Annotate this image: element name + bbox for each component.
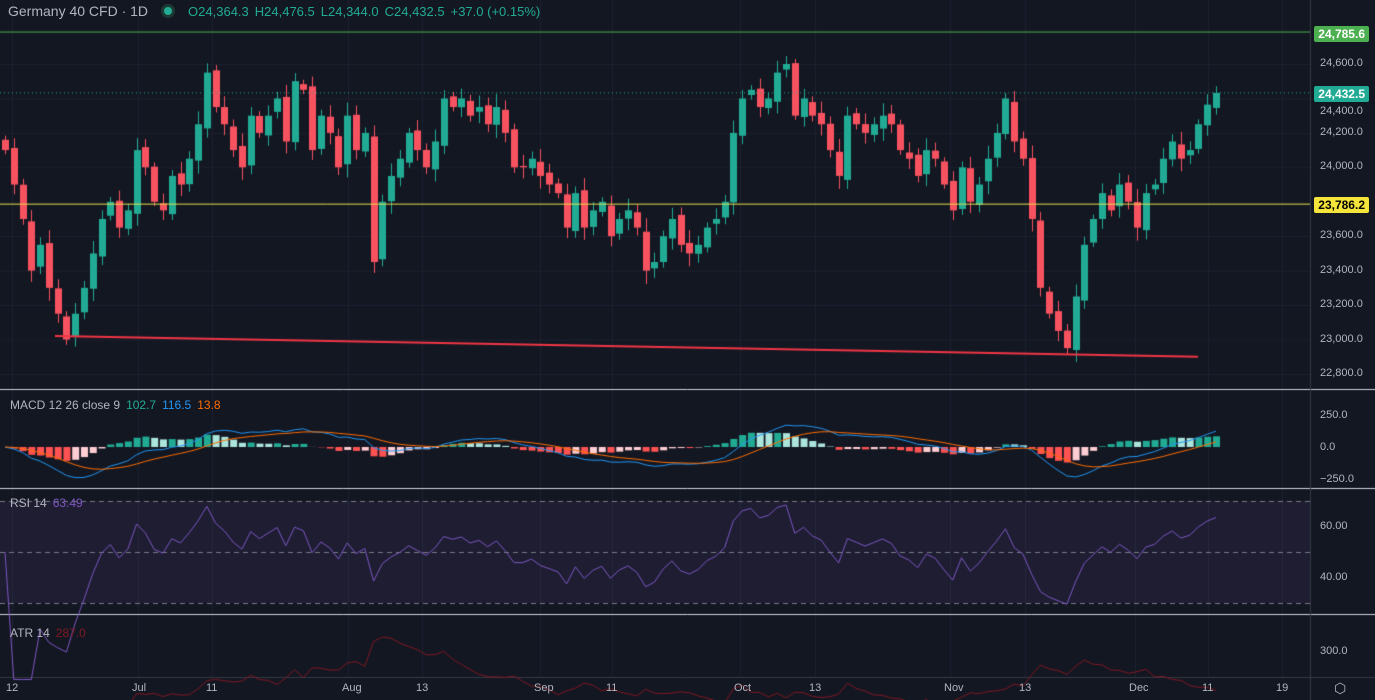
ohlc-low: L24,344.0 <box>320 3 379 19</box>
macd-hist-value: 102.7 <box>126 398 157 412</box>
atr-label: ATR 14 <box>10 626 50 640</box>
time-axis-label: Sep <box>534 682 554 694</box>
atr-value: 287.0 <box>55 626 86 640</box>
time-axis-label: 11 <box>206 682 218 694</box>
time-axis-label: 12 <box>6 682 19 694</box>
last-price-tag: 24,432.5 <box>1314 86 1369 102</box>
macd-label: MACD 12 26 close 9 <box>10 398 121 412</box>
time-axis-label: 13 <box>809 682 822 694</box>
settings-gear-icon[interactable]: ⬡ <box>1334 680 1347 696</box>
rsi-label: RSI 14 <box>10 496 47 510</box>
atr-axis-300: 300.0 <box>1320 645 1348 657</box>
symbol-legend: Germany 40 CFD · 1D O24,364.3 H24,476.5 … <box>8 3 540 19</box>
macd-legend[interactable]: MACD 12 26 close 9 102.7 116.5 13.8 <box>10 398 221 412</box>
time-axis-label: Aug <box>342 682 362 694</box>
price-axis-label: 23,600.0 <box>1320 229 1363 242</box>
price-axis-label: 23,000.0 <box>1320 332 1363 345</box>
time-axis-label: Oct <box>734 682 752 694</box>
price-axis-label: 22,800.0 <box>1320 366 1363 379</box>
time-axis-label: 13 <box>1019 682 1032 694</box>
market-status-icon <box>164 7 173 15</box>
price-axis-label: 24,400.0 <box>1320 105 1363 117</box>
support-price-tag: 23,786.2 <box>1314 197 1369 213</box>
rsi-legend[interactable]: RSI 14 63.49 <box>10 496 83 510</box>
symbol-title[interactable]: Germany 40 CFD · 1D <box>8 3 149 19</box>
macd-axis-neg250: −250.0 <box>1320 473 1354 485</box>
macd-value: 116.5 <box>162 398 192 412</box>
rsi-value: 63.49 <box>52 496 83 510</box>
price-axis-label: 24,600.0 <box>1320 57 1363 69</box>
time-axis-label: 19 <box>1276 682 1289 694</box>
time-axis-label: Dec <box>1129 682 1149 694</box>
time-axis-label: Nov <box>944 682 964 694</box>
resistance-price-tag: 24,785.6 <box>1314 26 1369 42</box>
macd-axis-250: 250.0 <box>1320 409 1348 421</box>
ohlc-close: C24,432.5 <box>384 3 445 19</box>
ohlc-change: +37.0 (+0.15%) <box>450 3 541 19</box>
macd-axis-0: 0.0 <box>1320 441 1336 453</box>
price-axis-label: 24,200.0 <box>1320 125 1363 138</box>
price-axis-label: 23,200.0 <box>1320 298 1363 311</box>
price-axis-label: 24,000.0 <box>1320 160 1363 173</box>
atr-legend[interactable]: ATR 14 287.0 <box>10 626 86 640</box>
macd-signal-value: 13.8 <box>197 398 221 412</box>
ohlc-high: H24,476.5 <box>254 3 315 19</box>
ohlc-open: O24,364.3 <box>188 3 249 19</box>
time-axis-label: 11 <box>1202 682 1214 694</box>
rsi-axis-60: 60.00 <box>1320 520 1348 532</box>
time-axis-label: Jul <box>132 682 147 694</box>
rsi-axis-40: 40.00 <box>1320 571 1348 583</box>
time-axis-label: 11 <box>606 682 618 694</box>
time-axis-label: 13 <box>416 682 429 694</box>
price-axis-label: 23,400.0 <box>1320 263 1363 276</box>
